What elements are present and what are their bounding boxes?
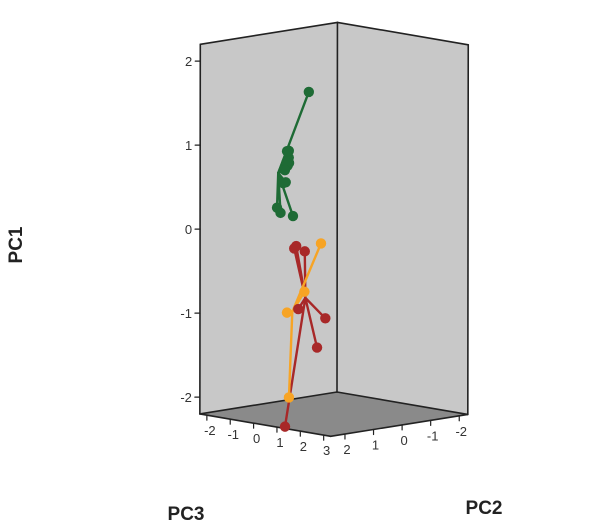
chart-walls	[199, 21, 470, 438]
data-point	[275, 207, 286, 219]
pc1-tick-label: 1	[185, 138, 192, 153]
pc2-tick-label: 1	[276, 435, 283, 450]
spike-line	[291, 242, 323, 314]
data-point	[299, 246, 310, 257]
right-wall	[337, 22, 469, 415]
data-point	[277, 177, 289, 189]
pc3-tick-label: 2	[343, 442, 350, 457]
pc3-axis-title: PC3	[168, 504, 205, 525]
data-point	[320, 313, 331, 324]
pc2-tick-label: 2	[300, 439, 307, 454]
data-point	[287, 210, 299, 222]
pc3-tick-label: 1	[372, 437, 379, 452]
data-point	[315, 238, 327, 249]
pc1-axis-title: PC1	[6, 226, 27, 263]
data-point	[311, 342, 323, 353]
data-point	[289, 243, 300, 254]
data-point	[281, 146, 293, 157]
pc1-tick-label: 2	[185, 54, 192, 69]
pc3-tick-label: 0	[400, 433, 407, 448]
box-edge	[199, 391, 338, 415]
spike-line	[287, 310, 294, 399]
pc2-tick-label: -1	[227, 427, 239, 442]
pc2-axis-ticks: -2 -1 0 1 2 3	[204, 414, 330, 458]
pc1-tick-label: 0	[185, 222, 192, 237]
box-edge	[199, 413, 332, 438]
pc3-axis-ticks: -2 -1 0 1 2	[343, 415, 467, 457]
box-edge	[336, 21, 470, 46]
box-edge	[336, 391, 469, 416]
pc2-tick-label: 0	[253, 431, 260, 446]
spike-line	[283, 296, 307, 428]
pc1-tick-label: -2	[180, 390, 192, 405]
pc1-axis-ticks: -2 -1 0 1 2	[180, 54, 201, 405]
box-edge	[199, 21, 339, 46]
pc2-axis-title: PC2	[466, 498, 503, 519]
pc2-tick-label: -2	[204, 423, 216, 438]
data-point	[303, 86, 315, 98]
pc3-tick-label: -1	[427, 428, 439, 443]
data-point	[293, 303, 304, 315]
pc2-tick-label: 3	[323, 443, 330, 458]
data-point	[279, 164, 291, 176]
spike-line	[304, 296, 319, 349]
pc3-tick-label: -2	[455, 424, 467, 439]
data-points	[271, 86, 331, 432]
data-point	[281, 307, 293, 318]
box-edge	[329, 413, 469, 438]
data-point	[279, 421, 291, 432]
data-point	[299, 286, 310, 297]
left-wall	[199, 22, 338, 414]
data-point	[283, 392, 295, 403]
pc1-tick-label: -1	[180, 306, 192, 321]
